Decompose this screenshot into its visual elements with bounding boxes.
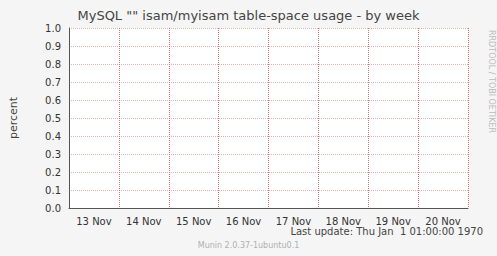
svg-text:MySQL "" isam/myisam table-spa: MySQL "" isam/myisam table-space usage -… — [77, 8, 420, 23]
svg-text:Last update: Thu Jan 1 01:00:: Last update: Thu Jan 1 01:00:00 1970 — [290, 226, 483, 237]
svg-text:17 Nov: 17 Nov — [276, 216, 312, 227]
svg-text:0.3: 0.3 — [45, 149, 61, 160]
svg-text:13 Nov: 13 Nov — [76, 216, 112, 227]
svg-text:percent: percent — [7, 96, 20, 139]
svg-text:20 Nov: 20 Nov — [425, 216, 461, 227]
svg-text:19 Nov: 19 Nov — [375, 216, 411, 227]
svg-text:14 Nov: 14 Nov — [126, 216, 162, 227]
svg-text:0.2: 0.2 — [45, 167, 61, 178]
svg-text:RRDTOOL / TOBI OETIKER: RRDTOOL / TOBI OETIKER — [487, 30, 496, 133]
svg-text:18 Nov: 18 Nov — [326, 216, 362, 227]
svg-text:0.9: 0.9 — [45, 41, 61, 52]
svg-text:1.0: 1.0 — [45, 23, 61, 34]
svg-text:0.0: 0.0 — [45, 203, 61, 214]
svg-text:15 Nov: 15 Nov — [176, 216, 212, 227]
svg-text:Munin 2.0.37-1ubuntu0.1: Munin 2.0.37-1ubuntu0.1 — [198, 241, 300, 250]
svg-text:0.8: 0.8 — [45, 59, 61, 70]
svg-text:0.1: 0.1 — [45, 185, 61, 196]
svg-text:0.5: 0.5 — [45, 113, 61, 124]
svg-text:0.4: 0.4 — [45, 131, 61, 142]
svg-text:0.7: 0.7 — [45, 77, 61, 88]
svg-text:16 Nov: 16 Nov — [226, 216, 262, 227]
svg-text:0.6: 0.6 — [45, 95, 61, 106]
